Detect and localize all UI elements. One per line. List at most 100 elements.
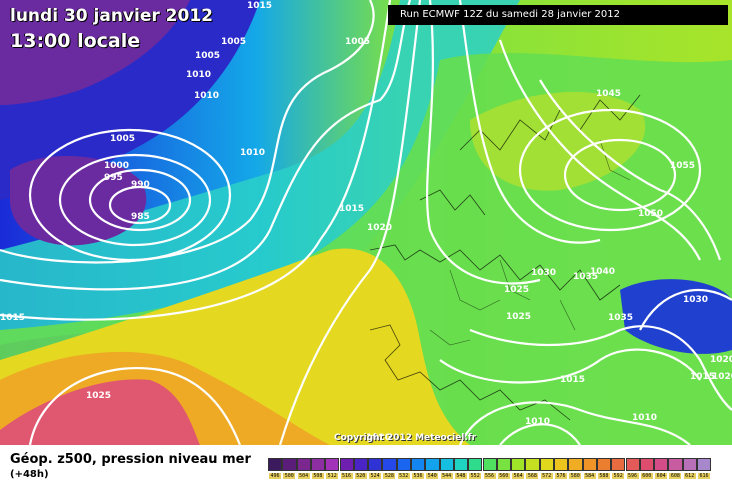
legend-swatch <box>325 458 340 471</box>
label-1010-a: 1010 <box>186 70 211 80</box>
legend-tick-label: 616 <box>698 473 710 479</box>
legend-swatch <box>353 458 369 471</box>
label-1005-a: 1005 <box>221 37 246 47</box>
purple-zone-low <box>10 156 147 246</box>
legend-swatch <box>339 458 354 471</box>
legend-swatch <box>525 458 540 471</box>
legend-swatch <box>382 458 397 471</box>
label-1055: 1055 <box>670 161 695 171</box>
legend-swatch <box>282 458 297 471</box>
forecast-map: 1015 1005 1005 1005 1010 1010 1005 1010 … <box>0 0 732 445</box>
isobar-1015 <box>0 0 392 321</box>
label-1025-b: 1025 <box>506 312 531 322</box>
label-1015-top: 1015 <box>247 1 272 11</box>
legend-tick-label: 560 <box>497 473 510 479</box>
label-1035-a: 1035 <box>573 272 598 282</box>
isobar-1010 <box>0 0 412 291</box>
label-1015-b: 1015 <box>560 375 585 385</box>
legend-swatch <box>596 458 612 471</box>
isobar-1030 <box>458 0 601 244</box>
legend-swatch <box>625 458 640 471</box>
label-1020-mid: 1020 <box>367 223 392 233</box>
label-1030-b: 1030 <box>683 295 708 305</box>
legend-tick-label: 608 <box>669 473 682 479</box>
legend-tick-label: 572 <box>540 473 553 479</box>
label-1015-mid: 1015 <box>339 204 364 214</box>
isobar-1030-east <box>639 288 732 331</box>
legend-swatch <box>511 458 526 471</box>
label-1010-b: 1010 <box>194 91 219 101</box>
legend-tick-label: 568 <box>526 473 539 479</box>
legend-swatch <box>654 458 669 471</box>
legend-tick-label: 496 <box>269 473 281 479</box>
legend-tick-label: 528 <box>383 473 396 479</box>
legend-tick-label: 508 <box>311 473 324 479</box>
legend-swatch <box>682 458 697 471</box>
isobar-995 <box>58 153 212 247</box>
color-scale-legend: 496 500 504 508 512 516 520 524 528 532 536 540 544 5… <box>268 458 712 484</box>
red-zone <box>0 379 200 445</box>
label-1035-b: 1035 <box>608 313 633 323</box>
legend-swatch <box>411 458 426 471</box>
label-1010-c: 1010 <box>240 148 265 158</box>
isobars <box>0 0 732 445</box>
label-1025-a: 1025 <box>504 285 529 295</box>
isobar-1025-ring <box>28 367 242 445</box>
legend-tick-label: 592 <box>612 473 625 479</box>
legend-tick-label: 580 <box>569 473 582 479</box>
coastline-europe <box>369 94 641 421</box>
isobar-1015-south <box>458 401 691 445</box>
isobar-1025-south <box>469 325 732 411</box>
label-1010-d: 1010 <box>525 417 550 427</box>
legend-swatch <box>496 458 512 471</box>
legend-tick-label: 600 <box>640 473 653 479</box>
legend-tick-label: 536 <box>412 473 424 479</box>
label-1020-c: 1020 <box>712 372 732 382</box>
label-1020-d: 1020 <box>366 433 391 443</box>
legend-tick-label: 564 <box>512 473 525 479</box>
legend-tick-label: 548 <box>454 473 467 479</box>
label-985: 985 <box>131 212 150 222</box>
isobar-1020-south <box>439 348 701 384</box>
legend-tick-label: 604 <box>655 473 668 479</box>
parameter-label: Géop. z500, pression niveau mer <box>10 452 251 467</box>
label-1015-d: 1015 <box>690 372 715 382</box>
isobar-1045 <box>518 108 702 232</box>
legend-swatch <box>468 458 483 471</box>
legend-swatch <box>296 458 311 471</box>
label-1010-e: 1010 <box>632 413 657 423</box>
isobar-1020-east <box>426 0 541 285</box>
label-1005-c: 1005 <box>345 37 370 47</box>
legend-tick-label: 584 <box>583 473 596 479</box>
label-1040: 1040 <box>590 267 615 277</box>
legend-swatch <box>439 458 454 471</box>
legend-swatch <box>396 458 411 471</box>
legend-swatch <box>425 458 440 471</box>
legend-tick-label: 532 <box>397 473 410 479</box>
label-1000: 1000 <box>104 161 129 171</box>
isobar-990 <box>88 168 192 232</box>
isobar-1010-south <box>499 423 581 445</box>
legend-swatch <box>611 458 626 471</box>
legend-swatch <box>582 458 597 471</box>
legend-swatch <box>453 458 469 471</box>
legend-tick-label: 520 <box>354 473 367 479</box>
label-1005-d: 1005 <box>110 134 135 144</box>
legend-swatch <box>268 458 283 471</box>
legend-swatch <box>668 458 683 471</box>
border-lines <box>429 139 631 346</box>
label-1020-b: 1020 <box>710 355 732 365</box>
label-1050: 1050 <box>638 209 663 219</box>
isobar-1020-west <box>278 0 422 445</box>
forecast-date: lundi 30 janvier 2012 <box>10 6 213 26</box>
legend-swatch <box>482 458 497 471</box>
label-1025-c: 1025 <box>86 391 111 401</box>
isobar-1000 <box>28 128 232 262</box>
label-1005-b: 1005 <box>195 51 220 61</box>
isobar-1035 <box>498 39 701 261</box>
legend-swatch <box>697 458 712 471</box>
label-1030-a: 1030 <box>531 268 556 278</box>
legend-swatch <box>310 458 326 471</box>
legend-swatch <box>639 458 655 471</box>
